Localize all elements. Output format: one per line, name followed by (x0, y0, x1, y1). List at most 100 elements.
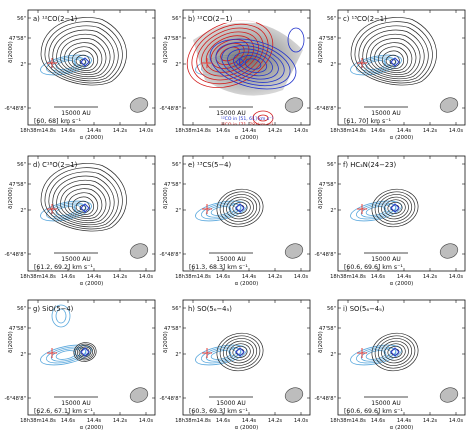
panel-frame (27, 155, 156, 272)
contour-level (52, 29, 115, 80)
continuum-contour (51, 304, 71, 328)
contour-level (222, 194, 258, 222)
y-tick-label: -6°48'8" (315, 396, 336, 402)
x-tick-label: 14.4s (87, 274, 102, 280)
contour-level (78, 346, 92, 358)
x-tick-label: 14.0s (449, 128, 464, 134)
y-axis-label: δ(2000) (318, 41, 324, 63)
continuum-contour (365, 350, 387, 360)
x-tick-label: 14.6s (371, 128, 386, 134)
y-tick-label: 47'58" (164, 182, 181, 188)
x-tick-label: 14.2s (113, 274, 128, 280)
x-tick-label: 14.2s (113, 128, 128, 134)
panel-title: d) C¹⁸O(2−1) (33, 161, 78, 169)
panel-title: i) SO(5₆−4₅) (343, 305, 385, 313)
scale-bar-label: 15000 AU (216, 256, 246, 263)
x-axis-label: α (2000) (235, 425, 259, 431)
legend-red: ¹²CO in [71, 78] km s⁻¹ (221, 122, 274, 128)
y-tick-label: 2" (175, 208, 181, 214)
y-tick-label: -6°48'8" (315, 106, 336, 112)
beam-ellipse (439, 97, 459, 113)
x-tick-label: 14.6s (216, 418, 231, 424)
x-axis-label: α (2000) (390, 135, 414, 141)
x-axis-label: α (2000) (235, 281, 259, 287)
panel-title: b) ¹²CO(2−1) (188, 15, 233, 23)
panel-content: 15000 AU[60, 68] km s⁻¹ (34, 17, 149, 125)
blue-contour (244, 58, 262, 70)
y-axis-label: δ(2000) (163, 331, 169, 353)
panel-frame (337, 299, 466, 416)
x-tick-label: 14.0s (294, 128, 309, 134)
contour-level (389, 59, 396, 65)
x-axis-label: α (2000) (390, 425, 414, 431)
scale-bar-label: 15000 AU (371, 400, 401, 407)
y-tick-label: 56" (17, 306, 26, 312)
y-tick-label: 2" (20, 208, 26, 214)
velocity-range: [60, 68] km s⁻¹ (34, 118, 82, 125)
y-tick-label: 2" (330, 208, 336, 214)
contour-level (358, 25, 429, 82)
beam-ellipse (439, 243, 459, 259)
source-diamond (235, 57, 245, 67)
x-tick-label: 14.4s (87, 418, 102, 424)
y-tick-label: 56" (327, 162, 336, 168)
contour-level (64, 188, 103, 219)
continuum-contour (45, 202, 87, 220)
continuum-contour (355, 56, 397, 74)
y-tick-label: 56" (327, 306, 336, 312)
contour-level (377, 194, 413, 222)
molecular-contours (350, 17, 437, 86)
y-tick-label: 2" (20, 352, 26, 358)
x-tick-label: 14.4s (397, 128, 412, 134)
blue-contour (209, 38, 297, 90)
contour-level (229, 199, 251, 217)
x-tick-label: 14.2s (423, 418, 438, 424)
y-tick-label: 47'58" (9, 326, 26, 332)
contour-level (216, 188, 264, 228)
velocity-range: [60.3, 69.3] km s⁻¹ (189, 408, 248, 415)
x-tick-label: 14.4s (397, 418, 412, 424)
contour-level (56, 33, 111, 78)
x-tick-label: 18h38m14.8s (175, 274, 211, 280)
y-tick-label: -6°48'8" (160, 106, 181, 112)
x-tick-label: 14.6s (371, 274, 386, 280)
source-diamond (390, 57, 400, 67)
y-tick-label: -6°48'8" (160, 252, 181, 258)
panel-c: 15000 AU[61, 70] km s⁻¹c) ¹³CO(2−1)56"47… (315, 9, 466, 141)
red-contour (257, 114, 269, 122)
x-tick-label: 18h38m14.8s (20, 128, 56, 134)
y-axis-label: δ(2000) (318, 187, 324, 209)
contour-level (374, 42, 413, 73)
molecular-contours (216, 188, 264, 228)
x-tick-label: 14.2s (423, 128, 438, 134)
x-tick-label: 14.4s (242, 274, 257, 280)
blue-contour (221, 45, 285, 83)
continuum-contours (40, 304, 92, 366)
contour-level (381, 50, 404, 69)
blue-contour (287, 27, 305, 53)
contour-level (52, 175, 115, 226)
x-tick-label: 14.2s (268, 274, 283, 280)
panel-a: 15000 AU[60, 68] km s⁻¹a) ¹²CO(2−1)56"47… (5, 9, 156, 141)
panel-frame (182, 155, 311, 272)
contour-level (350, 17, 437, 86)
x-tick-label: 14.4s (242, 418, 257, 424)
contour-level (79, 205, 86, 211)
contour-level (377, 338, 413, 366)
x-tick-label: 14.0s (449, 418, 464, 424)
x-tick-label: 14.0s (449, 274, 464, 280)
contour-level (226, 196, 254, 220)
y-tick-label: -6°48'8" (5, 252, 26, 258)
x-axis-label: α (2000) (80, 135, 104, 141)
y-axis-label: δ(2000) (318, 331, 324, 353)
blue-contour (215, 41, 291, 87)
y-tick-label: 56" (17, 16, 26, 22)
contour-level (79, 59, 86, 65)
contour-level (48, 25, 119, 82)
continuum-contour (73, 203, 87, 213)
continuum-contour (45, 56, 87, 74)
contour-level (75, 200, 90, 213)
contour-level (44, 21, 123, 84)
x-tick-label: 18h38m14.8s (330, 418, 366, 424)
contour-level (67, 46, 99, 71)
